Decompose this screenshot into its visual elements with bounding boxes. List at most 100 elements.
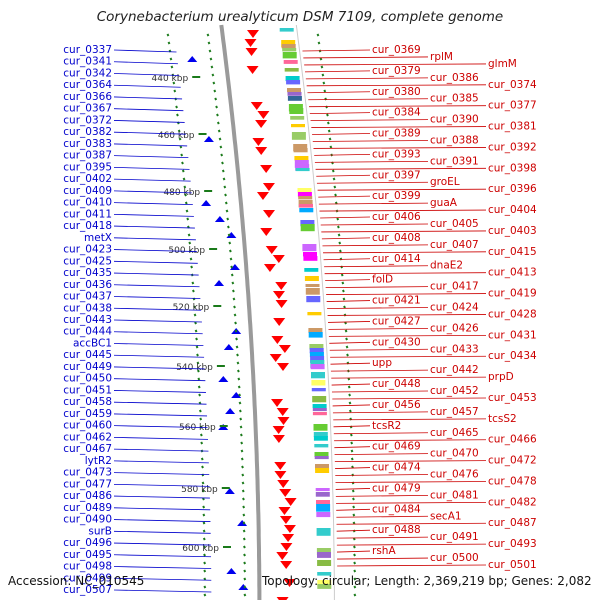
gene-label-right[interactable]: cur_0431	[488, 329, 537, 341]
gene-label-right[interactable]: cur_0469	[372, 441, 421, 453]
gene-label-right[interactable]: cur_0391	[430, 155, 479, 167]
gene-label-right[interactable]: glmM	[488, 58, 517, 70]
gene-label-right[interactable]: cur_0456	[372, 399, 421, 411]
gene-label-right[interactable]: cur_0380	[372, 86, 421, 98]
gene-label-right[interactable]: cur_0403	[488, 225, 537, 237]
gene-label-right[interactable]: cur_0392	[488, 141, 537, 153]
gene-label-left[interactable]: cur_0499	[63, 572, 112, 584]
gene-label-left[interactable]: cur_0382	[63, 126, 112, 138]
gene-label-left[interactable]: cur_0467	[63, 443, 112, 455]
gene-label-left[interactable]: cur_0337	[63, 44, 112, 56]
gene-label-right[interactable]: cur_0500	[430, 552, 479, 564]
gene-label-right[interactable]: cur_0389	[372, 128, 421, 140]
gene-label-left[interactable]: cur_0498	[63, 561, 112, 573]
gene-label-right[interactable]: cur_0472	[488, 455, 537, 467]
gene-label-left[interactable]: cur_0437	[63, 291, 112, 303]
gene-label-left[interactable]: cur_0366	[63, 91, 112, 103]
gene-label-right[interactable]: cur_0390	[430, 114, 479, 126]
gene-label-right[interactable]: cur_0488	[372, 524, 421, 536]
gene-label-right[interactable]: tcsS2	[488, 413, 517, 425]
gene-label-right[interactable]: tcsR2	[372, 420, 401, 432]
gene-label-left[interactable]: cur_0443	[63, 314, 112, 326]
gene-label-left[interactable]: cur_0410	[63, 197, 112, 209]
gene-label-left[interactable]: cur_0486	[63, 490, 112, 502]
gene-label-right[interactable]: cur_0433	[430, 343, 479, 355]
gene-label-left[interactable]: cur_0460	[63, 420, 112, 432]
gene-label-right[interactable]: cur_0384	[372, 107, 421, 119]
gene-label-right[interactable]: cur_0487	[488, 517, 537, 529]
gene-label-right[interactable]: cur_0386	[430, 72, 479, 84]
gene-label-left[interactable]: cur_0418	[63, 220, 112, 232]
gene-label-right[interactable]: cur_0482	[488, 496, 537, 508]
gene-label-left[interactable]: cur_0507	[63, 584, 112, 596]
gene-label-left[interactable]: cur_0462	[63, 431, 112, 443]
gene-label-right[interactable]: secA1	[430, 510, 462, 522]
gene-label-right[interactable]: cur_0404	[488, 204, 537, 216]
gene-label-left[interactable]: lytR2	[85, 455, 112, 467]
gene-label-left[interactable]: metX	[84, 232, 112, 244]
gene-label-right[interactable]: cur_0388	[430, 134, 479, 146]
gene-label-left[interactable]: cur_0490	[63, 514, 112, 526]
gene-label-left[interactable]: cur_0451	[63, 384, 112, 396]
gene-label-left[interactable]: cur_0438	[63, 302, 112, 314]
gene-label-right[interactable]: cur_0407	[430, 239, 479, 251]
gene-label-right[interactable]: cur_0430	[372, 336, 421, 348]
gene-label-right[interactable]: cur_0397	[372, 169, 421, 181]
gene-label-right[interactable]: cur_0381	[488, 121, 537, 133]
gene-label-right[interactable]: cur_0405	[430, 218, 479, 230]
gene-label-right[interactable]: cur_0399	[372, 190, 421, 202]
gene-label-left[interactable]: accBC1	[73, 337, 112, 349]
gene-label-right[interactable]: cur_0374	[488, 79, 537, 91]
gene-label-right[interactable]: cur_0415	[488, 246, 537, 258]
gene-label-left[interactable]: cur_0372	[63, 114, 112, 126]
gene-label-right[interactable]: rshA	[372, 545, 396, 557]
gene-label-left[interactable]: cur_0473	[63, 467, 112, 479]
gene-label-left[interactable]: cur_0367	[63, 103, 112, 115]
gene-label-right[interactable]: cur_0393	[372, 148, 421, 160]
gene-label-right[interactable]: cur_0408	[372, 232, 421, 244]
gene-label-right[interactable]: cur_0466	[488, 434, 537, 446]
gene-label-right[interactable]: cur_0501	[488, 559, 537, 571]
gene-label-right[interactable]: cur_0493	[488, 538, 537, 550]
gene-label-left[interactable]: cur_0436	[63, 279, 112, 291]
gene-label-left[interactable]: cur_0411	[63, 208, 112, 220]
gene-label-right[interactable]: cur_0474	[372, 462, 421, 474]
gene-label-right[interactable]: guaA	[430, 197, 458, 209]
gene-label-left[interactable]: cur_0435	[63, 267, 112, 279]
gene-label-right[interactable]: cur_0417	[430, 281, 479, 293]
gene-label-right[interactable]: cur_0406	[372, 211, 421, 223]
gene-label-left[interactable]: cur_0409	[63, 185, 112, 197]
gene-label-right[interactable]: cur_0478	[488, 475, 537, 487]
gene-label-left[interactable]: cur_0496	[63, 537, 112, 549]
gene-label-left[interactable]: cur_0477	[63, 478, 112, 490]
gene-label-right[interactable]: cur_0424	[430, 302, 479, 314]
gene-label-right[interactable]: cur_0414	[372, 253, 421, 265]
gene-label-right[interactable]: prpD	[488, 371, 514, 383]
gene-label-left[interactable]: cur_0444	[63, 326, 112, 338]
gene-label-right[interactable]: cur_0369	[372, 44, 421, 56]
gene-label-right[interactable]: cur_0479	[372, 482, 421, 494]
gene-label-left[interactable]: cur_0458	[63, 396, 112, 408]
gene-label-right[interactable]: dnaE2	[430, 260, 463, 272]
gene-label-right[interactable]: cur_0448	[372, 378, 421, 390]
gene-label-right[interactable]: cur_0453	[488, 392, 537, 404]
gene-label-left[interactable]: cur_0425	[63, 255, 112, 267]
gene-label-left[interactable]: cur_0445	[63, 349, 112, 361]
gene-label-right[interactable]: cur_0398	[488, 162, 537, 174]
gene-label-right[interactable]: cur_0465	[430, 427, 479, 439]
gene-label-left[interactable]: cur_0450	[63, 373, 112, 385]
gene-label-right[interactable]: cur_0491	[430, 531, 479, 543]
gene-label-right[interactable]: cur_0379	[372, 65, 421, 77]
gene-label-left[interactable]: cur_0342	[63, 67, 112, 79]
gene-label-left[interactable]: cur_0395	[63, 161, 112, 173]
gene-label-right[interactable]: cur_0426	[430, 322, 479, 334]
gene-label-left[interactable]: cur_0387	[63, 150, 112, 162]
gene-label-left[interactable]: cur_0364	[63, 79, 112, 91]
gene-label-right[interactable]: cur_0427	[372, 315, 421, 327]
gene-label-right[interactable]: cur_0434	[488, 350, 537, 362]
gene-label-left[interactable]: cur_0449	[63, 361, 112, 373]
gene-label-right[interactable]: upp	[372, 357, 392, 369]
gene-label-right[interactable]: cur_0484	[372, 503, 421, 515]
gene-label-right[interactable]: cur_0377	[488, 100, 537, 112]
